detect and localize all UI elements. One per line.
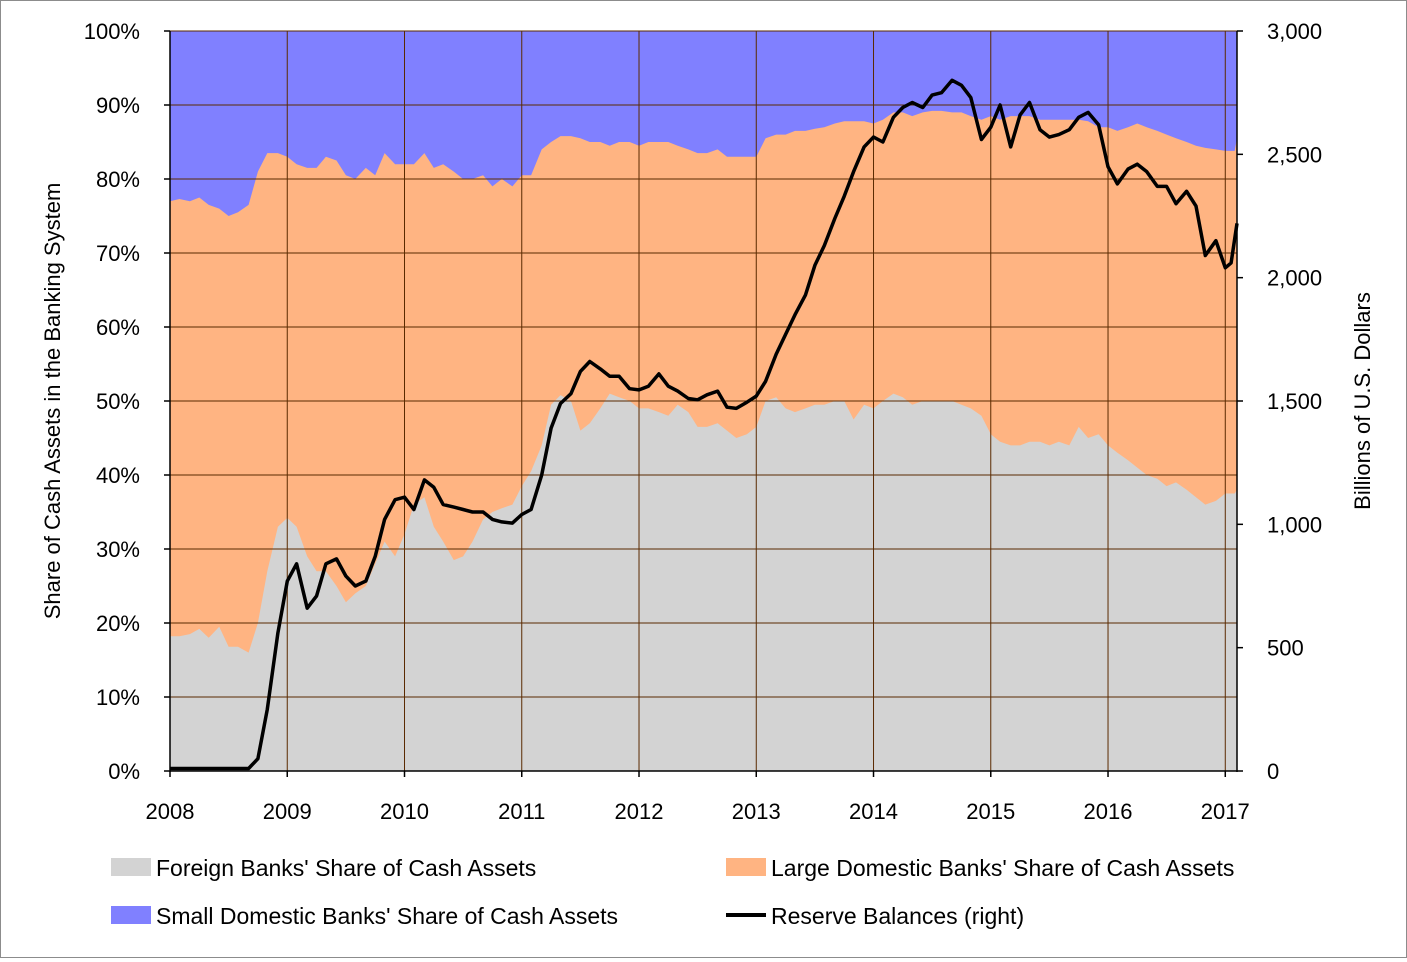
x-tick-label: 2013: [732, 799, 781, 824]
x-tick-label: 2009: [263, 799, 312, 824]
y-left-tick-label: 80%: [96, 167, 140, 192]
gridlines: [170, 30, 1237, 771]
y-right-tick-label: 1,500: [1267, 389, 1322, 414]
y-right-tick-label: 500: [1267, 636, 1304, 661]
y-left-tick-label: 100%: [84, 19, 140, 44]
x-tick-label: 2016: [1084, 799, 1133, 824]
legend-label-large: Large Domestic Banks' Share of Cash Asse…: [771, 855, 1234, 881]
y-axis-right-title: Billions of U.S. Dollars: [1350, 292, 1375, 510]
y-left-tick-label: 40%: [96, 463, 140, 488]
legend-label-small: Small Domestic Banks' Share of Cash Asse…: [156, 903, 618, 929]
y-right-tick-label: 3,000: [1267, 19, 1322, 44]
legend: Foreign Banks' Share of Cash Assets Larg…: [111, 855, 1234, 929]
y-left-tick-label: 0%: [108, 759, 140, 784]
y-axis-left-title: Share of Cash Assets in the Banking Syst…: [40, 183, 65, 620]
y-left-tick-label: 10%: [96, 685, 140, 710]
reserve-line-layer: [170, 78, 1239, 771]
area-foreign: [170, 393, 1237, 771]
y-right-tick-label: 1,000: [1267, 512, 1322, 537]
legend-label-foreign: Foreign Banks' Share of Cash Assets: [156, 855, 536, 881]
y-left-tick-label: 90%: [96, 93, 140, 118]
axis-labels: Share of Cash Assets in the Banking Syst…: [40, 183, 1375, 620]
x-tick-label: 2012: [615, 799, 664, 824]
reserve-balances-line: [170, 78, 1239, 771]
legend-swatch-large: [726, 858, 766, 876]
x-tick-label: 2017: [1201, 799, 1250, 824]
y-left-tick-label: 30%: [96, 537, 140, 562]
x-tick-label: 2011: [498, 799, 545, 824]
y-right-tick-label: 2,500: [1267, 142, 1322, 167]
x-tick-label: 2015: [966, 799, 1015, 824]
y-left-tick-label: 70%: [96, 241, 140, 266]
y-left-tick-label: 20%: [96, 611, 140, 636]
x-tick-label: 2014: [849, 799, 898, 824]
y-left-tick-label: 50%: [96, 389, 140, 414]
x-tick-label: 2008: [146, 799, 195, 824]
axes: 0% 10% 20% 30% 40% 50% 60% 70% 80% 90% 100% 0 500 1,0…: [84, 19, 1322, 824]
legend-swatch-small: [111, 906, 151, 924]
y-right-tick-label: 2,000: [1267, 266, 1322, 291]
legend-swatch-foreign: [111, 858, 151, 876]
x-tick-label: 2010: [380, 799, 429, 824]
y-left-tick-label: 60%: [96, 315, 140, 340]
legend-label-reserve: Reserve Balances (right): [771, 903, 1024, 929]
y-right-tick-label: 0: [1267, 759, 1279, 784]
